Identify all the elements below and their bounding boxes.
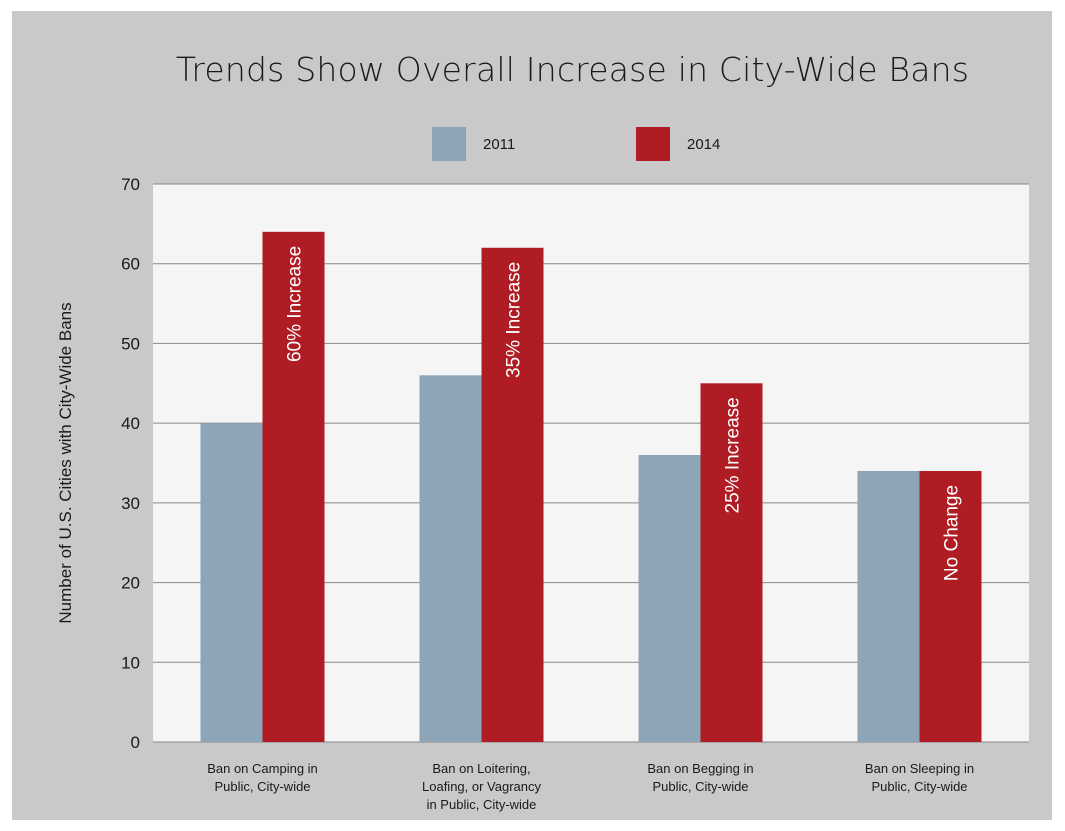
legend-swatch-2011 — [432, 127, 466, 161]
category-label: Ban on Begging in — [647, 761, 753, 776]
legend-label-2011: 2011 — [483, 135, 516, 153]
y-tick-label: 50 — [121, 334, 140, 353]
bar-2011-4 — [857, 470, 920, 742]
bar-2014-2 — [481, 247, 544, 742]
legend-item-2011: 2011 — [432, 127, 515, 161]
category-label: Public, City-wide — [871, 779, 967, 794]
bar-label: 60% Increase — [285, 246, 306, 362]
bar-2011-1 — [200, 423, 263, 742]
category-label: Ban on Loitering, — [432, 761, 530, 776]
category-label: Ban on Camping in — [207, 761, 318, 776]
y-tick-label: 30 — [121, 494, 140, 513]
bar-2011-3 — [638, 455, 701, 742]
bar-2014-1 — [262, 231, 325, 743]
legend-swatch-2014 — [636, 127, 670, 161]
category-label: Public, City-wide — [214, 779, 310, 794]
legend-label-2014: 2014 — [687, 135, 721, 153]
bar-label: No Change — [942, 485, 963, 581]
y-tick-label: 70 — [121, 175, 140, 194]
category-label: Ban on Sleeping in — [865, 761, 974, 776]
category-label: in Public, City-wide — [427, 797, 537, 812]
bar-2014-3 — [700, 383, 763, 742]
bar-2014-4 — [919, 470, 982, 742]
chart-title: Trends Show Overall Increase in City-Wid… — [175, 50, 970, 89]
bar-label: 25% Increase — [723, 397, 744, 513]
category-label: Loafing, or Vagrancy — [422, 779, 541, 794]
y-tick-label: 40 — [121, 414, 140, 433]
category-label: Public, City-wide — [652, 779, 748, 794]
bar-2011-2 — [419, 375, 482, 742]
legend-item-2014: 2014 — [636, 127, 720, 161]
y-tick-label: 20 — [121, 574, 140, 593]
bar-label: 35% Increase — [504, 262, 525, 378]
y-tick-label: 0 — [131, 733, 140, 752]
y-tick-label: 10 — [121, 653, 140, 672]
y-axis-title: Number of U.S. Cities with City-Wide Ban… — [56, 302, 75, 623]
y-tick-label: 60 — [121, 255, 140, 274]
